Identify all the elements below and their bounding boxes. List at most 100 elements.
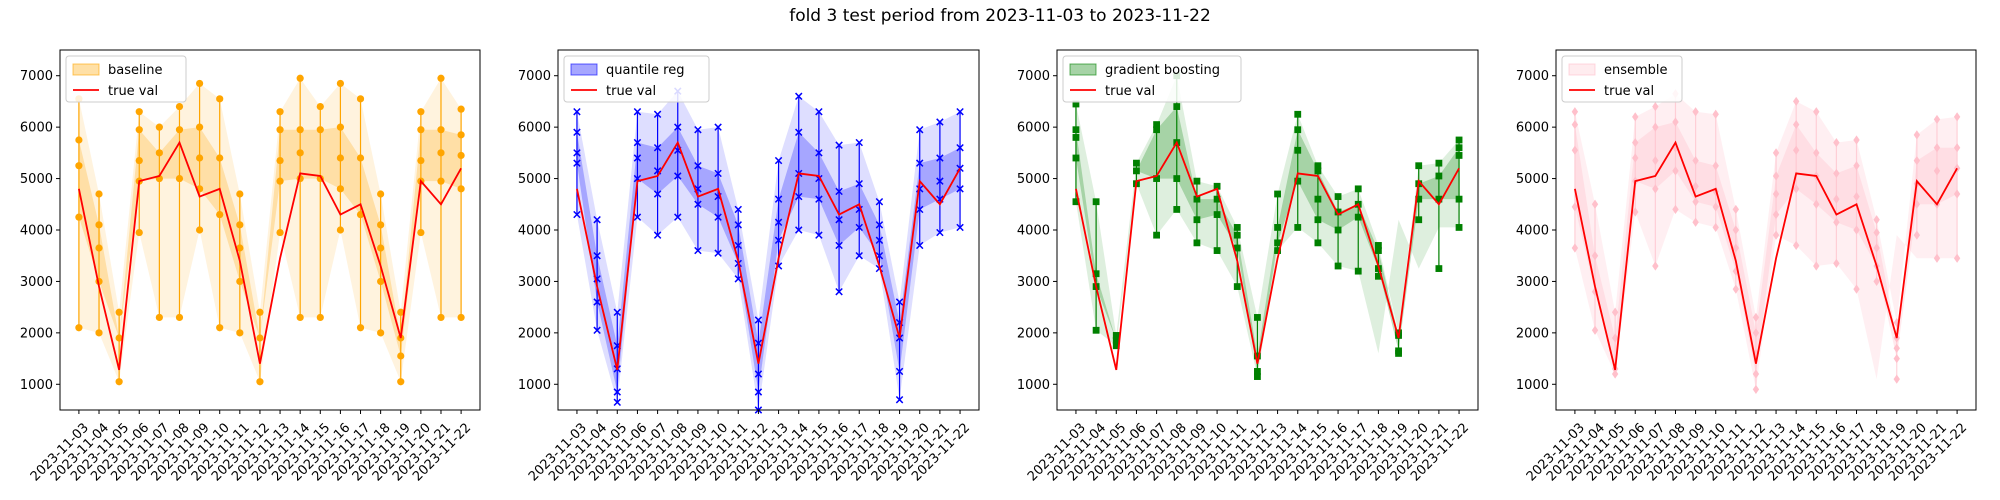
- marker-point: [1274, 247, 1281, 254]
- marker-point: [1173, 103, 1181, 110]
- marker-point: [1792, 96, 1800, 107]
- legend-label: gradient boosting: [1105, 63, 1220, 78]
- marker-point: [1294, 110, 1302, 118]
- legend-label: baseline: [108, 63, 162, 78]
- marker-point: [1692, 181, 1699, 191]
- marker-point: [1792, 240, 1800, 251]
- marker-point: [1833, 137, 1840, 148]
- marker-point: [774, 156, 783, 165]
- marker-point: [356, 324, 365, 332]
- marker-point: [835, 241, 843, 250]
- marker-point: [1873, 215, 1880, 225]
- y-tick-label: 7000: [1516, 69, 1549, 84]
- marker-point: [276, 177, 284, 185]
- marker-point: [75, 162, 83, 170]
- y-tick-label: 3000: [20, 275, 53, 290]
- marker-point: [956, 107, 964, 116]
- y-tick-label: 4000: [1516, 224, 1549, 239]
- marker-point: [1611, 307, 1619, 317]
- marker-point: [1571, 119, 1579, 130]
- marker-point: [95, 329, 103, 337]
- marker-point: [895, 367, 904, 376]
- legend-band-swatch: [570, 63, 598, 76]
- legend-band-swatch: [1568, 63, 1596, 76]
- marker-point: [1274, 239, 1281, 247]
- marker-point: [694, 125, 702, 134]
- marker-point: [377, 277, 385, 286]
- marker-point: [1213, 211, 1221, 218]
- marker-point: [1692, 217, 1699, 227]
- marker-point: [1672, 166, 1679, 176]
- marker-point: [135, 156, 143, 165]
- marker-point: [236, 244, 244, 252]
- marker-point: [936, 118, 944, 126]
- marker-point: [175, 313, 184, 322]
- marker-point: [417, 108, 425, 116]
- marker-point: [1611, 333, 1619, 343]
- marker-point: [1873, 243, 1880, 253]
- marker-point: [1274, 190, 1281, 198]
- marker-point: [1692, 155, 1699, 166]
- marker-point: [936, 228, 944, 237]
- marker-point: [95, 190, 103, 198]
- marker-point: [1772, 171, 1780, 181]
- marker-point: [774, 236, 783, 245]
- marker-point: [75, 324, 83, 332]
- marker-point: [336, 123, 345, 131]
- marker-point: [593, 298, 601, 306]
- marker-point: [633, 213, 642, 221]
- figure-title: fold 3 test period from 2023-11-03 to 20…: [789, 6, 1211, 26]
- marker-point: [1712, 161, 1719, 171]
- marker-point: [216, 95, 224, 103]
- marker-point: [1732, 266, 1740, 276]
- marker-point: [417, 156, 425, 165]
- marker-point: [714, 249, 722, 257]
- marker-point: [457, 131, 465, 139]
- y-tick-label: 7000: [518, 69, 551, 84]
- marker-point: [1415, 216, 1423, 224]
- marker-point: [417, 126, 425, 134]
- marker-point: [1334, 262, 1342, 270]
- marker-point: [1153, 126, 1160, 134]
- marker-point: [835, 141, 843, 149]
- y-tick-label: 5000: [20, 172, 53, 187]
- marker-point: [734, 205, 742, 214]
- marker-point: [1314, 239, 1322, 247]
- legend-label: true val: [1604, 84, 1654, 99]
- marker-point: [633, 107, 642, 116]
- marker-point: [1354, 213, 1362, 221]
- marker-point: [1072, 154, 1080, 162]
- marker-point: [1571, 107, 1579, 117]
- marker-point: [95, 244, 103, 252]
- marker-point: [1153, 175, 1160, 182]
- marker-point: [1652, 155, 1659, 166]
- y-tick-label: 3000: [1017, 275, 1050, 290]
- marker-point: [815, 107, 823, 116]
- marker-point: [1853, 161, 1860, 171]
- marker-point: [1153, 121, 1160, 128]
- marker-point: [875, 221, 884, 229]
- legend-label: true val: [1105, 84, 1155, 99]
- marker-point: [613, 308, 622, 317]
- marker-point: [1133, 167, 1140, 175]
- marker-point: [573, 128, 581, 137]
- y-tick-label: 1000: [518, 378, 551, 393]
- marker-point: [795, 92, 803, 101]
- true-value-line: [576, 140, 961, 371]
- marker-point: [276, 126, 284, 134]
- marker-point: [1072, 100, 1080, 108]
- marker-point: [795, 128, 803, 137]
- marker-point: [195, 154, 204, 162]
- marker-point: [1752, 328, 1760, 338]
- marker-point: [633, 138, 642, 147]
- marker-point: [674, 213, 682, 221]
- marker-point: [1294, 224, 1302, 231]
- marker-point: [1314, 167, 1322, 175]
- marker-point: [377, 329, 385, 337]
- marker-point: [1254, 373, 1261, 380]
- marker-point: [1591, 199, 1599, 209]
- marker-point: [1853, 135, 1860, 145]
- marker-point: [1813, 148, 1820, 158]
- marker-point: [1632, 153, 1639, 163]
- marker-point: [613, 388, 622, 396]
